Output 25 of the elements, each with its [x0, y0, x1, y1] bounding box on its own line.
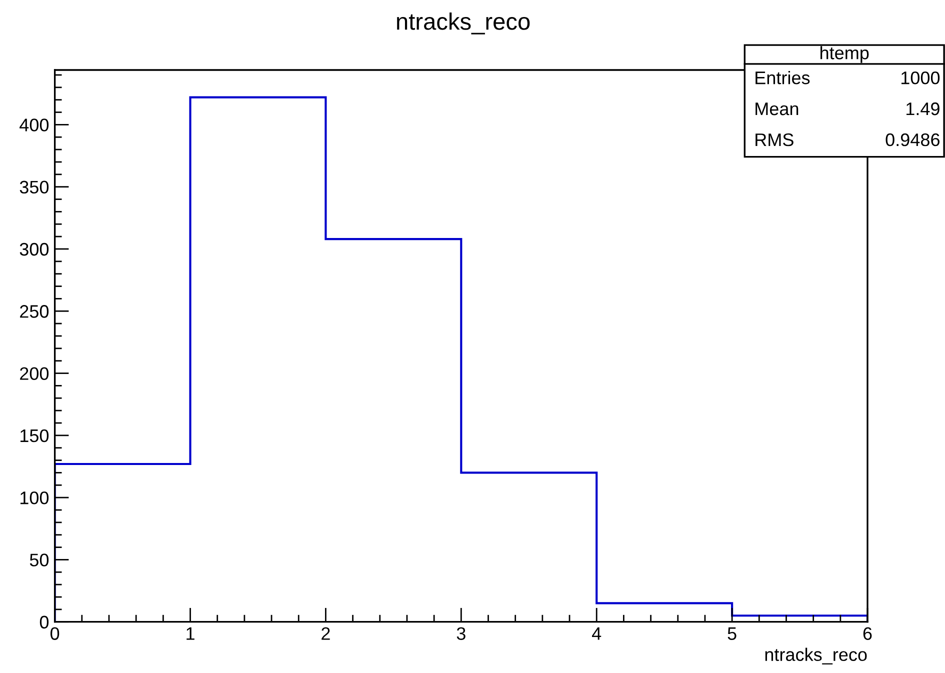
y-tick-label: 100 — [20, 491, 49, 504]
x-tick-label: 2 — [322, 627, 330, 640]
annotation: Mean — [756, 102, 798, 116]
y-tick-label: 350 — [20, 180, 49, 194]
y-tick-label: 150 — [20, 429, 49, 442]
annotation: Entries — [756, 71, 810, 84]
text: 1000 — [901, 71, 940, 84]
x-tick-label: 6 — [863, 627, 872, 640]
chart-title: ntracks_reco — [397, 12, 530, 34]
x-tick-label: 1 — [186, 627, 194, 640]
text: 0.9486 — [886, 133, 940, 146]
x-tick-label: 0 — [50, 627, 60, 640]
y-tick-label: 250 — [20, 305, 49, 318]
y-tick-label: 400 — [20, 118, 49, 132]
text: 1.49 — [906, 102, 940, 116]
y-tick-label: 50 — [30, 554, 49, 566]
text: htemp — [820, 46, 869, 63]
x-tick-label: 3 — [456, 627, 466, 640]
x-axis-title: ntracks_reco — [765, 648, 867, 664]
x-tick-label: 5 — [728, 627, 736, 640]
x-tick-label: 4 — [592, 627, 602, 640]
y-tick-label: 300 — [20, 242, 49, 256]
y-tick-label: 200 — [20, 367, 49, 380]
y-tick-label: 0 — [40, 616, 49, 629]
annotation: RMS — [756, 133, 794, 146]
